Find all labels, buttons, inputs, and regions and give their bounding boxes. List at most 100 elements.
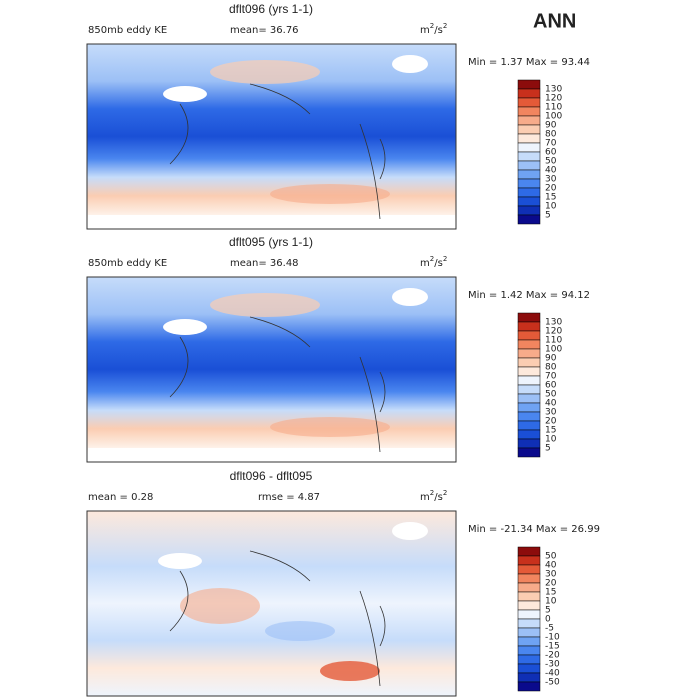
colorbar-box bbox=[517, 402, 541, 413]
colorbar-box bbox=[517, 205, 541, 216]
colorbar-box bbox=[517, 133, 541, 144]
left-label: 850mb eddy KE bbox=[88, 25, 167, 36]
diff-region bbox=[180, 588, 260, 624]
colorbar-box bbox=[517, 312, 541, 323]
units: m2/s2 bbox=[420, 22, 447, 36]
diff-region bbox=[265, 621, 335, 641]
colorbar-box bbox=[517, 88, 541, 99]
land-mask bbox=[163, 86, 207, 102]
high-region bbox=[210, 60, 320, 84]
colorbar-label: 10 bbox=[545, 597, 557, 607]
colorbar-box bbox=[517, 321, 541, 332]
colorbar-box bbox=[517, 115, 541, 126]
colorbar-label: 40 bbox=[545, 166, 557, 176]
colorbar-box bbox=[517, 672, 541, 683]
colorbar-box bbox=[517, 106, 541, 117]
colorbar-box bbox=[517, 555, 541, 566]
colorbar-box bbox=[517, 582, 541, 593]
land-mask bbox=[158, 553, 202, 569]
colorbar-label: 15 bbox=[545, 426, 556, 436]
colorbar-label: 80 bbox=[545, 130, 557, 140]
colorbar-label: 80 bbox=[545, 363, 557, 373]
colorbar-box bbox=[517, 97, 541, 108]
colorbar-box bbox=[517, 366, 541, 377]
land-mask bbox=[392, 522, 428, 540]
colorbar-label: 90 bbox=[545, 121, 557, 131]
colorbar-box bbox=[517, 681, 541, 692]
colorbar-label: 30 bbox=[545, 570, 557, 580]
colorbar-label: -20 bbox=[545, 651, 560, 661]
colorbar-label: -5 bbox=[545, 624, 554, 634]
colorbar-box bbox=[517, 348, 541, 359]
colorbar-label: 100 bbox=[545, 112, 562, 122]
figure-title: ANN bbox=[533, 10, 576, 32]
colorbar-label: 70 bbox=[545, 372, 557, 382]
antarctica bbox=[88, 448, 455, 461]
colorbar-box bbox=[517, 627, 541, 638]
units: m2/s2 bbox=[420, 489, 447, 503]
colorbar-box bbox=[517, 375, 541, 386]
coastline bbox=[169, 550, 386, 687]
colorbar-label: 130 bbox=[545, 318, 562, 328]
colorbar-label: 20 bbox=[545, 184, 557, 194]
colorbar-label: 20 bbox=[545, 579, 557, 589]
units: m2/s2 bbox=[420, 255, 447, 269]
colorbar-box bbox=[517, 142, 541, 153]
colorbar-box bbox=[517, 591, 541, 602]
colorbar-box bbox=[517, 447, 541, 458]
colorbar-label: 5 bbox=[545, 606, 551, 616]
colorbar-box bbox=[517, 645, 541, 656]
colorbar-label: 5 bbox=[545, 211, 551, 221]
colorbar-box bbox=[517, 600, 541, 611]
colorbar-label: 70 bbox=[545, 139, 557, 149]
colorbar-label: 50 bbox=[545, 157, 557, 167]
center-label: rmse = 4.87 bbox=[258, 492, 320, 503]
colorbar-box bbox=[517, 79, 541, 90]
colorbar-box bbox=[517, 546, 541, 557]
colorbar-box bbox=[517, 411, 541, 422]
stats: Min = 1.37 Max = 93.44 bbox=[468, 57, 590, 68]
colorbar-label: 40 bbox=[545, 399, 557, 409]
coastline bbox=[169, 83, 386, 220]
colorbar-label: 120 bbox=[545, 327, 562, 337]
stats: Min = -21.34 Max = 26.99 bbox=[468, 524, 600, 535]
panel-title: dflt096 (yrs 1-1) bbox=[229, 2, 313, 16]
high-region bbox=[210, 293, 320, 317]
colorbar-box bbox=[517, 429, 541, 440]
colorbar-box bbox=[517, 196, 541, 207]
units-part: 2 bbox=[443, 489, 447, 497]
colorbar-label: 10 bbox=[545, 202, 557, 212]
colorbar-label: 90 bbox=[545, 354, 557, 364]
center-label: mean= 36.48 bbox=[230, 258, 299, 269]
colorbar-box bbox=[517, 663, 541, 674]
colorbar-box bbox=[517, 178, 541, 189]
colorbar-label: 15 bbox=[545, 588, 556, 598]
colorbar-label: 10 bbox=[545, 435, 557, 445]
colorbar-box bbox=[517, 420, 541, 431]
colorbar-label: 30 bbox=[545, 175, 557, 185]
high-region bbox=[270, 184, 390, 204]
panel-title: dflt095 (yrs 1-1) bbox=[229, 235, 313, 249]
diff-region bbox=[320, 661, 380, 681]
colorbar-label: 40 bbox=[545, 561, 557, 571]
colorbar-box bbox=[517, 151, 541, 162]
units-part: m bbox=[420, 492, 430, 503]
colorbar-label: 15 bbox=[545, 193, 556, 203]
colorbar-label: 130 bbox=[545, 85, 562, 95]
units-part: 2 bbox=[430, 22, 434, 30]
colorbar-box bbox=[517, 330, 541, 341]
colorbar-label: -40 bbox=[545, 669, 560, 679]
units-part: /s bbox=[434, 258, 443, 269]
colorbar-box bbox=[517, 573, 541, 584]
antarctica bbox=[88, 215, 455, 228]
units-part: 2 bbox=[430, 489, 434, 497]
units-part: /s bbox=[434, 492, 443, 503]
colorbar-label: 30 bbox=[545, 408, 557, 418]
colorbar-label: 50 bbox=[545, 390, 557, 400]
left-label: mean = 0.28 bbox=[88, 492, 153, 503]
colorbar-label: -50 bbox=[545, 678, 560, 688]
colorbar-label: 5 bbox=[545, 444, 551, 454]
colorbar-label: 50 bbox=[545, 552, 557, 562]
